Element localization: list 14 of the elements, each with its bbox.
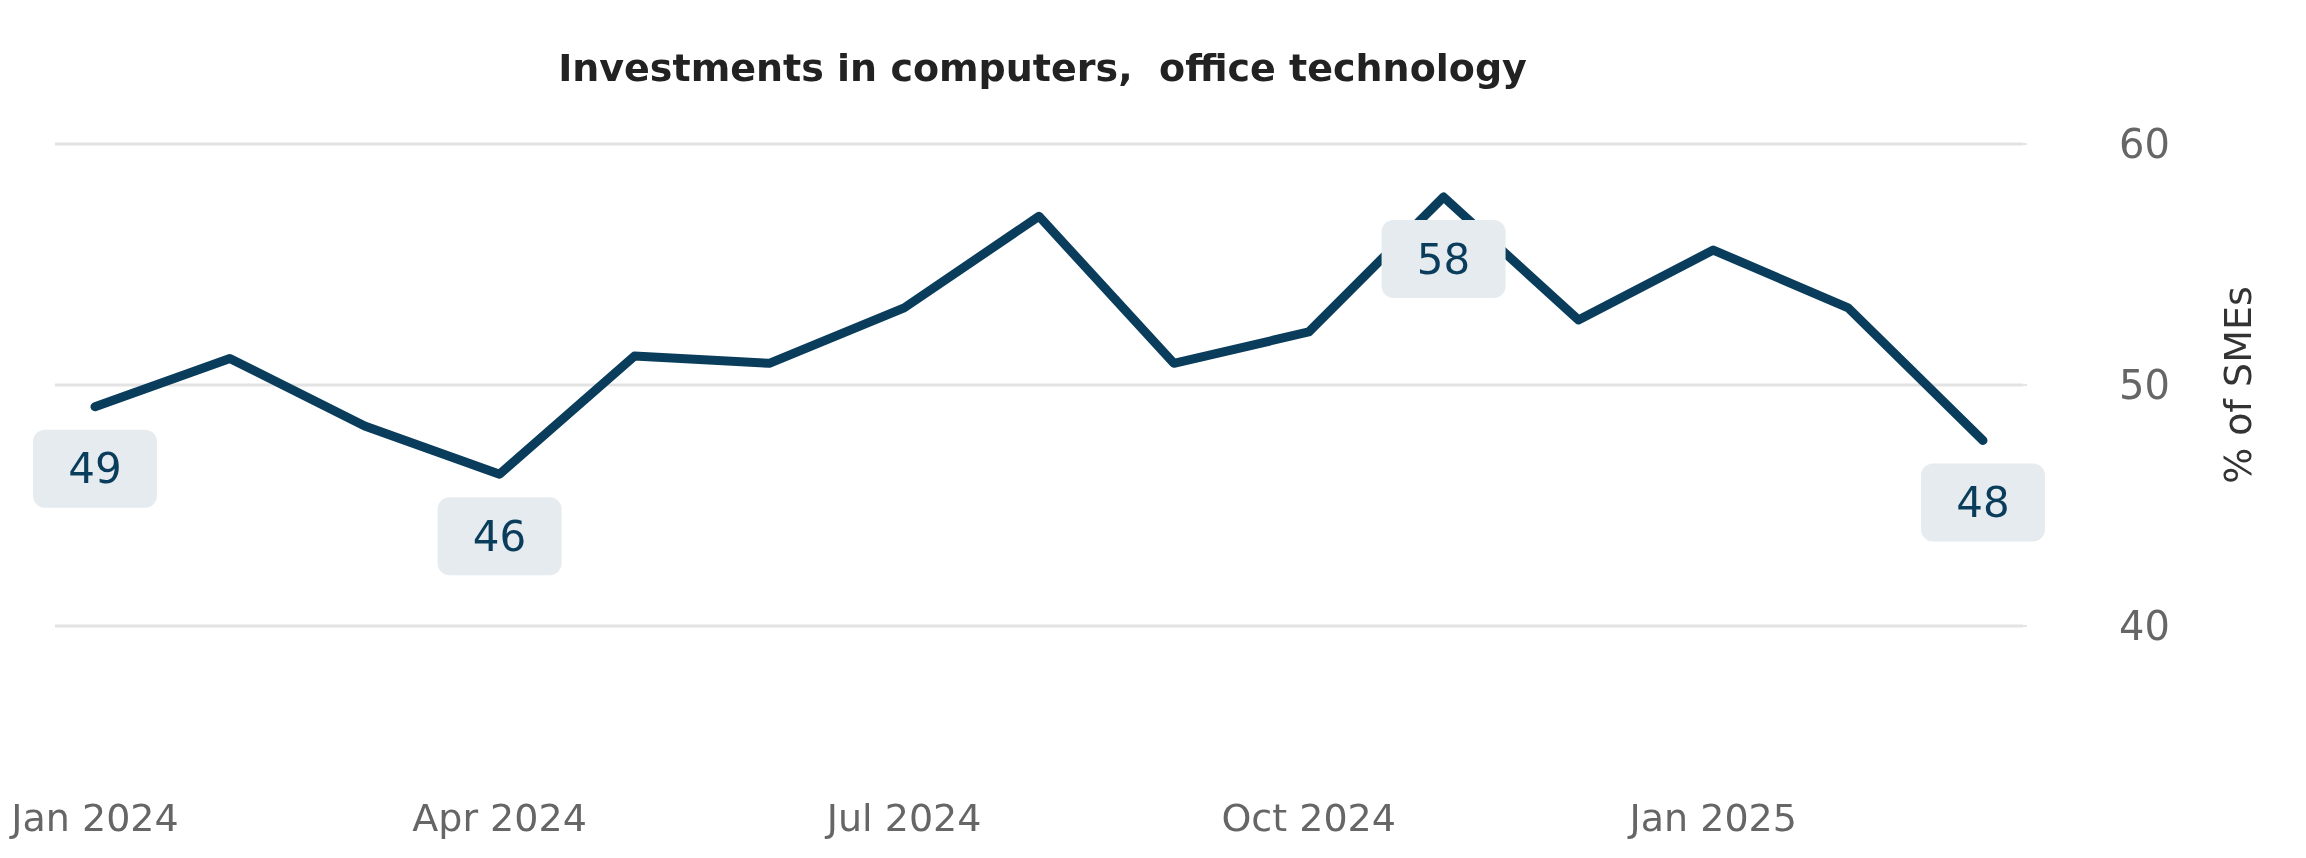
data-label: 46 [472, 511, 527, 561]
x-tick-label: Jan 2024 [9, 795, 179, 840]
data-label: 49 [68, 444, 122, 494]
data-label: 48 [1956, 477, 2010, 527]
y-tick-label: 40 [2119, 603, 2170, 650]
x-tick-label: Oct 2024 [1221, 795, 1396, 840]
y-tick-label: 50 [2119, 362, 2170, 409]
data-label: 58 [1416, 234, 1471, 284]
y-tick-label: 60 [2119, 121, 2170, 168]
chart-title: Investments in computers, office technology [557, 46, 1528, 90]
x-tick-label: Jul 2024 [824, 795, 982, 840]
y-axis-title: % of SMEs [2216, 286, 2261, 484]
x-tick-label: Jan 2025 [1627, 795, 1797, 840]
x-tick-label: Apr 2024 [412, 795, 587, 840]
